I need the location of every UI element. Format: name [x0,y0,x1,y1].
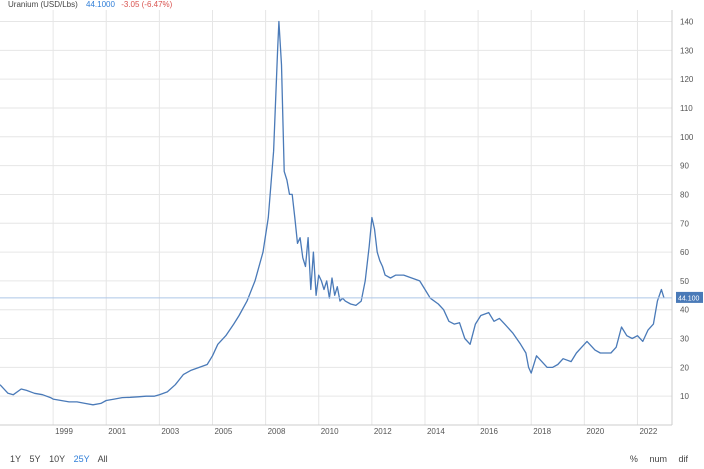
price-chart[interactable]: 10 20 30 40 50 60 70 80 90 100 110 120 130 140 1999 200… [0,0,704,450]
chart-footer: 1Y 5Y 10Y 25Y All % num dif [0,450,704,469]
range-all-button[interactable]: All [97,454,108,464]
axis-layer: 10 20 30 40 50 60 70 80 90 100 110 120 130 140 1999 200… [0,10,694,436]
y-tick-label: 20 [680,363,689,372]
x-tick-label: 2003 [161,427,179,436]
y-tick-label: 50 [680,277,689,286]
range-1y-button[interactable]: 1Y [10,454,22,464]
current-price: 44.1000 [86,0,115,9]
range-selector: 1Y 5Y 10Y 25Y All [10,454,114,464]
y-tick-label: 130 [680,46,694,55]
instrument-name: Uranium (USD/Lbs) [8,0,78,9]
mode-selector: % num dif [621,454,688,464]
range-10y-button[interactable]: 10Y [49,454,66,464]
mode-percent-button[interactable]: % [629,454,638,464]
y-tick-label: 120 [680,75,694,84]
range-5y-button[interactable]: 5Y [29,454,41,464]
x-tick-label: 2016 [480,427,498,436]
y-tick-label: 140 [680,18,694,27]
last-value-label: 44.100 [678,295,700,302]
x-tick-label: 2020 [586,427,604,436]
range-25y-button[interactable]: 25Y [73,454,90,464]
y-tick-label: 70 [680,219,689,228]
price-change: -3.05 (-6.47%) [121,0,173,9]
x-tick-label: 2012 [374,427,392,436]
x-tick-label: 2022 [639,427,657,436]
mode-num-button[interactable]: num [649,454,667,464]
mode-dif-button[interactable]: dif [678,454,688,464]
y-tick-label: 10 [680,392,689,401]
x-tick-label: 2014 [427,427,445,436]
price-series-line[interactable] [0,20,665,406]
x-tick-label: 2018 [533,427,551,436]
y-tick-label: 100 [680,133,694,142]
x-tick-label: 2001 [108,427,126,436]
series-layer: 44.100 [0,20,703,406]
y-tick-label: 60 [680,248,689,257]
x-tick-label: 2008 [268,427,286,436]
y-tick-label: 80 [680,190,689,199]
grid-layer [0,10,672,425]
y-tick-label: 90 [680,162,689,171]
x-tick-label: 1999 [55,427,73,436]
y-tick-label: 40 [680,306,689,315]
chart-header: Uranium (USD/Lbs) 44.1000 -3.05 (-6.47%) [8,0,172,12]
y-tick-label: 110 [680,104,693,113]
x-tick-label: 2010 [321,427,339,436]
y-tick-label: 30 [680,335,689,344]
x-tick-label: 2005 [214,427,232,436]
last-value-badge [676,291,703,303]
